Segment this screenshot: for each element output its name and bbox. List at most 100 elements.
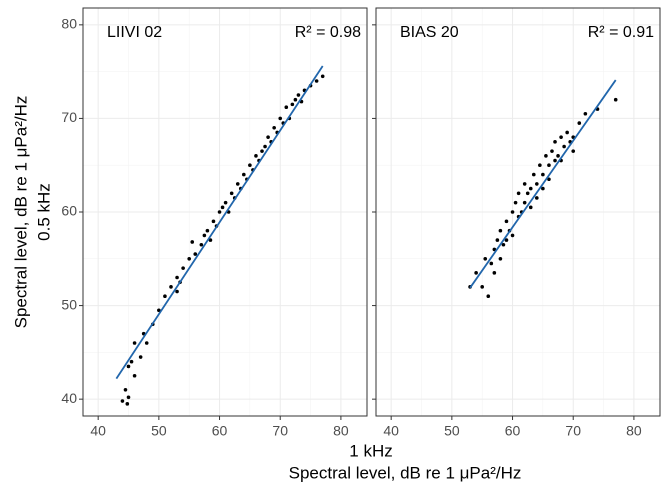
point [229,191,234,196]
point [157,308,161,313]
point [208,238,213,242]
point [501,242,506,247]
fit-line [469,79,617,289]
y-tick-label: 60 [61,203,77,219]
point [220,205,225,210]
point [486,294,491,299]
point [248,163,252,168]
x-tick-label: 70 [565,423,581,439]
point [553,158,557,163]
point [522,182,527,186]
point [181,266,185,270]
point [211,219,216,224]
x-tick-label: 50 [444,423,460,439]
point [513,200,518,205]
point [272,125,276,130]
point [129,359,134,364]
point [556,154,560,158]
point [296,93,301,97]
point [175,275,179,280]
x-tick-label: 40 [383,423,399,439]
point [120,399,125,403]
point [138,355,143,359]
point [266,135,270,139]
x-tick-label: 60 [505,423,521,439]
fit-line [115,65,324,380]
panel-border [375,7,661,417]
point [535,196,539,200]
point [320,74,325,79]
point [559,135,563,139]
point [190,240,195,244]
point [547,163,551,168]
point [260,149,264,153]
point [284,105,289,109]
point [187,256,191,261]
point [547,177,551,182]
point [235,182,240,186]
panel-label: LIIVI 02 [107,24,162,41]
point [278,116,283,121]
point [613,97,618,102]
point [293,97,298,102]
point [553,140,557,144]
y-axis-title: Spectral level, dB re 1 μPa²/Hz [11,96,30,329]
point [504,219,509,224]
y-tick-label: 80 [61,16,77,32]
panel-border [82,7,368,417]
y-axis-title: 0.5 kHz [34,183,53,241]
x-tick-label: 60 [212,423,228,439]
point [525,191,530,196]
point [126,364,131,369]
point [498,228,503,233]
point [125,402,130,406]
x-tick-label: 40 [90,423,106,439]
panel-label: BIAS 20 [400,24,459,41]
point [510,233,515,238]
point [132,373,137,378]
x-tick-label: 50 [151,423,167,439]
point [571,149,576,153]
y-tick-label: 70 [61,109,77,125]
point [290,102,295,107]
point [510,210,515,214]
point [504,238,509,242]
point [492,271,497,275]
point [217,210,222,214]
point [495,238,500,242]
point [483,256,488,261]
point [123,387,128,392]
point [175,289,179,294]
point [169,285,173,289]
point [498,256,503,261]
point [474,271,478,275]
point [535,182,539,186]
point [528,186,533,191]
point [516,191,521,196]
point [163,294,167,299]
r-squared: R² = 0.98 [295,24,361,41]
point [522,200,527,205]
x-tick-label: 80 [333,423,349,439]
x-tick-label: 70 [272,423,288,439]
point [126,395,131,400]
point [528,205,533,210]
point [538,163,542,168]
point [254,154,258,158]
x-tick-label: 80 [626,423,642,439]
point [489,261,494,266]
point [541,186,545,191]
point [263,144,267,149]
point [242,172,246,177]
point [541,172,545,177]
point [132,341,137,345]
point [205,228,210,233]
point [562,144,566,149]
x-axis-title: Spectral level, dB re 1 μPa²/Hz [289,463,522,482]
y-tick-label: 40 [61,390,77,406]
point [577,121,582,125]
point [531,172,536,177]
y-tick-label: 50 [61,296,77,312]
point [544,154,548,158]
